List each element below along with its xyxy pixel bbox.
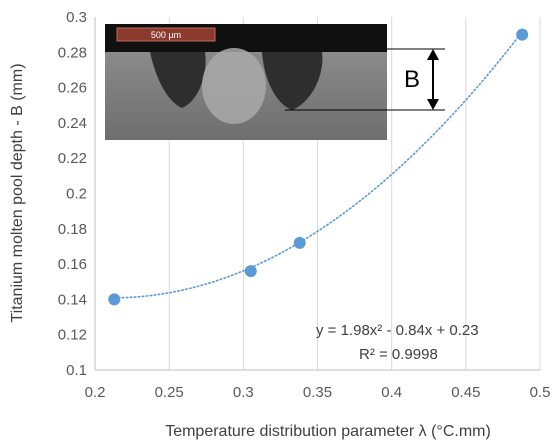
micrograph-inset: 500 µm B (105, 24, 445, 140)
y-tick-label: 0.18 (58, 221, 87, 238)
x-tick-label: 0.3 (233, 384, 254, 401)
trendline-equation: y = 1.98x² - 0.84x + 0.23 (316, 322, 479, 339)
x-tick-label: 0.35 (303, 384, 332, 401)
trendline (113, 31, 523, 299)
y-tick-label: 0.12 (58, 327, 87, 344)
y-tick-label: 0.28 (58, 44, 87, 61)
y-tick-label: 0.2 (66, 186, 87, 203)
x-tick-label: 0.25 (155, 384, 184, 401)
r-squared-label: R² = 0.9998 (359, 346, 438, 363)
x-tick-label: 0.2 (85, 384, 106, 401)
y-tick-label: 0.14 (58, 291, 87, 308)
y-tick-label: 0.22 (58, 150, 87, 167)
dimension-label: B (404, 66, 420, 93)
y-tick-labels: 0.1 0.12 0.14 0.16 0.18 0.2 0.22 0.24 0.26 0.28 0.… (58, 9, 87, 379)
weld-bead-center (202, 48, 266, 124)
y-tick-label: 0.1 (66, 362, 87, 379)
data-point (244, 265, 257, 278)
data-point (293, 236, 306, 249)
scale-bar (116, 27, 216, 42)
y-axis-title: Titanium molten pool depth - B (mm) (9, 63, 26, 322)
arrow-head-down-icon (427, 99, 439, 110)
weld-pool-left (150, 52, 206, 108)
y-tick-label: 0.26 (58, 80, 87, 97)
scale-bar-label: 500 µm (151, 30, 181, 40)
weld-pool-right (262, 52, 323, 110)
x-tick-labels: 0.2 0.25 0.3 0.35 0.4 0.45 0.5 (85, 384, 551, 401)
y-tick-label: 0.16 (58, 256, 87, 273)
data-point (516, 28, 529, 41)
y-tick-label: 0.3 (66, 9, 87, 26)
data-points (108, 28, 529, 306)
axes (94, 17, 540, 371)
arrow-head-up-icon (427, 49, 439, 60)
data-point (108, 293, 121, 306)
x-axis-title: Temperature distribution parameter λ (°C… (165, 423, 491, 440)
x-tick-label: 0.45 (451, 384, 480, 401)
y-tick-label: 0.24 (58, 115, 87, 132)
x-tick-label: 0.5 (530, 384, 551, 401)
x-tick-label: 0.4 (381, 384, 402, 401)
